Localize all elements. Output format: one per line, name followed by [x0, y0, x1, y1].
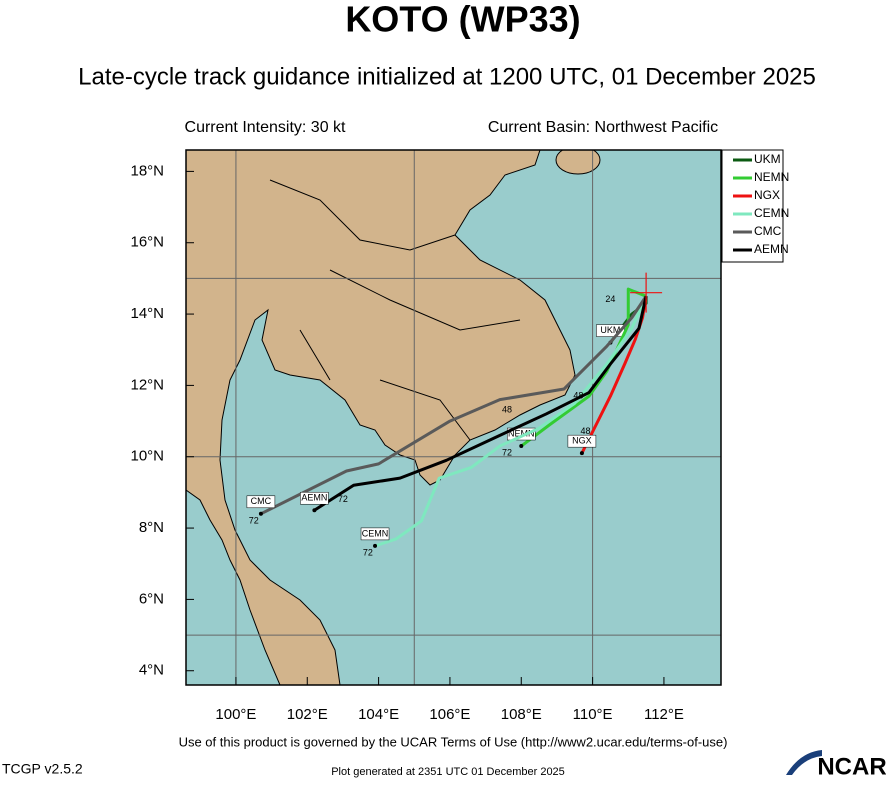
- track-end: [312, 508, 317, 513]
- hour-label: 72: [363, 547, 373, 557]
- map-area: UKM NEMN NGX CEMN CMC AEMN 24 48 48 48 72 72 72 72: [186, 150, 721, 685]
- legend-label: UKM: [754, 152, 781, 166]
- x-tick-label: 106°E: [429, 706, 470, 723]
- legend-label: CEMN: [754, 206, 789, 220]
- track-label-box: [246, 495, 276, 509]
- y-tick-label: 18°N: [130, 162, 164, 179]
- x-tick-label: 112°E: [644, 706, 684, 723]
- track-end: [258, 511, 263, 516]
- y-tick-label: 8°N: [139, 519, 164, 536]
- hour-label: 48: [502, 405, 512, 415]
- y-tick-label: 4°N: [139, 662, 164, 679]
- hour-label: 48: [580, 426, 590, 436]
- track-end: [579, 451, 584, 456]
- footer: Use of this product is governed by the U…: [179, 734, 728, 749]
- hour-label: 48: [573, 390, 583, 400]
- y-tick-label: 16°N: [130, 234, 164, 251]
- y-tick-label: 10°N: [130, 448, 164, 465]
- track-label: CEMN: [362, 528, 389, 538]
- y-tick-label: 14°N: [130, 305, 164, 322]
- track-end: [373, 543, 378, 548]
- title: KOTO (WP33): [345, 0, 580, 40]
- track-label: NEMN: [508, 428, 535, 438]
- track-label: NGX: [572, 436, 592, 446]
- legend-label: AEMN: [754, 242, 789, 256]
- y-tick-label: 6°N: [139, 590, 164, 607]
- legend-label: NEMN: [754, 170, 789, 184]
- track-end: [519, 444, 524, 449]
- version: TCGP v2.5.2: [2, 761, 83, 777]
- track-label: UKM: [600, 325, 620, 335]
- legend-label: NGX: [754, 188, 780, 202]
- hour-label: 72: [338, 494, 348, 504]
- hour-label: 24: [605, 294, 615, 304]
- legend: UKM NEMN NGX CEMN CMC AEMN: [721, 149, 789, 263]
- land: [186, 150, 576, 685]
- current-position: [630, 272, 663, 313]
- track-label-box: [507, 427, 536, 441]
- track: [374, 295, 648, 548]
- legend-box: [721, 149, 784, 263]
- legend-label: CMC: [754, 224, 782, 238]
- track-label: CMC: [251, 496, 272, 506]
- x-tick-label: 102°E: [287, 706, 328, 723]
- basin: Current Basin: Northwest Pacific: [488, 119, 718, 136]
- x-tick-label: 110°E: [573, 706, 613, 723]
- logo: NCAR: [817, 753, 886, 780]
- track: [260, 295, 648, 516]
- logo-mark: [786, 750, 822, 775]
- x-tick-label: 104°E: [358, 706, 399, 723]
- generated: Plot generated at 2351 UTC 01 December 2…: [331, 766, 565, 778]
- subtitle: Late-cycle track guidance initialized at…: [78, 63, 816, 90]
- borders: [269, 179, 521, 441]
- track-label: AEMN: [301, 493, 327, 503]
- hour-label: 72: [249, 515, 259, 525]
- track-label-box: [360, 527, 390, 541]
- y-tick-label: 12°N: [130, 376, 164, 393]
- hour-label: 72: [502, 448, 512, 458]
- hainan: [555, 150, 601, 175]
- track-label-box: [567, 434, 597, 448]
- x-tick-label: 100°E: [215, 706, 256, 723]
- track-label-box: [300, 491, 329, 505]
- track: [313, 295, 648, 512]
- frame: [185, 149, 722, 686]
- intensity: Current Intensity: 30 kt: [185, 119, 347, 136]
- x-tick-label: 108°E: [501, 706, 542, 723]
